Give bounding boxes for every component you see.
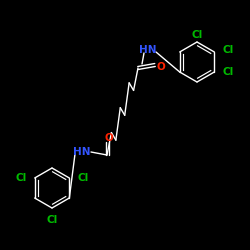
Text: O: O [104,133,114,143]
Text: Cl: Cl [192,30,202,40]
Text: Cl: Cl [46,215,58,225]
Text: Cl: Cl [16,173,27,183]
Text: HN: HN [139,45,157,55]
Text: Cl: Cl [222,45,234,55]
Text: Cl: Cl [222,67,234,77]
Text: Cl: Cl [77,173,88,183]
Text: O: O [156,62,166,72]
Text: HN: HN [73,147,91,157]
